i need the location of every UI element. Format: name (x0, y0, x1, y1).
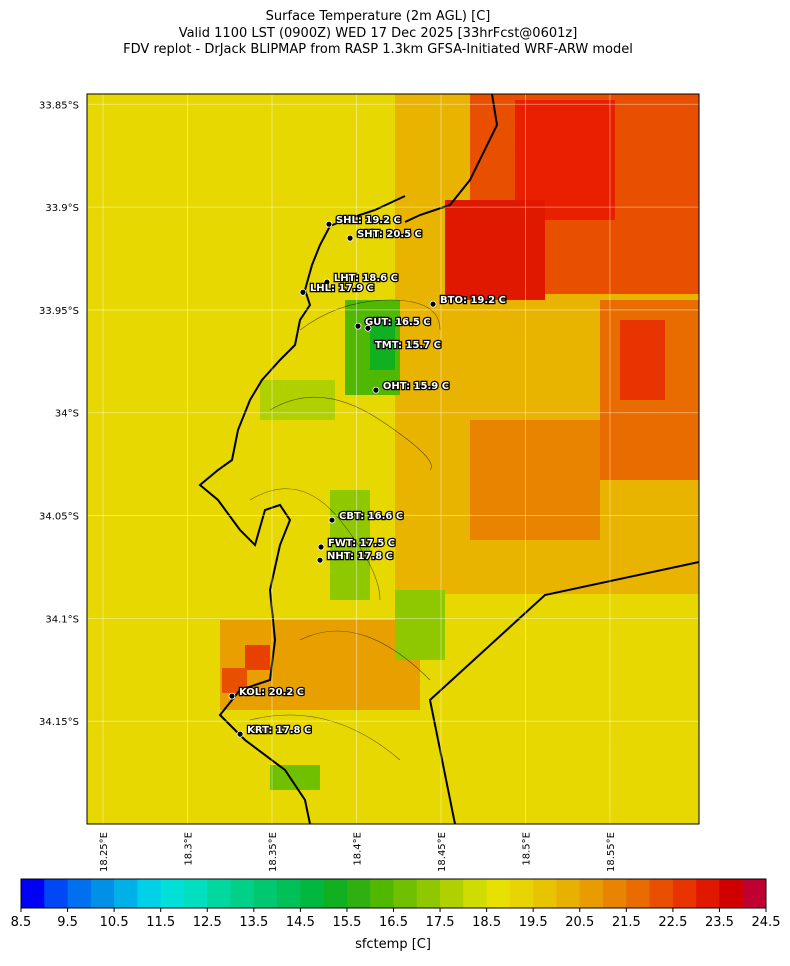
colorbar-swatch (183, 879, 208, 908)
colorbar-label: sfctemp [C] (355, 937, 431, 952)
colorbar-tick-label: 23.5 (705, 915, 734, 930)
colorbar-swatch (626, 879, 651, 908)
colorbar-swatch (393, 879, 418, 908)
colorbar-swatch (346, 879, 371, 908)
title: Surface Temperature (2m AGL) [C] (266, 9, 491, 24)
colorbar-tick-label: 16.5 (379, 915, 408, 930)
colorbar-tick-label: 10.5 (100, 915, 129, 930)
colorbar-swatch (719, 879, 744, 908)
colorbar-swatch (440, 879, 464, 908)
colorbar-swatch (300, 879, 325, 908)
colorbar-tick-label: 24.5 (752, 915, 781, 930)
colorbar-swatch (277, 879, 301, 908)
colorbar-swatch (160, 879, 185, 908)
temperature-field (87, 94, 699, 824)
colorbar-swatch (67, 879, 92, 908)
colorbar-swatch (533, 879, 557, 908)
lon-tick-label: 18.3°E (184, 832, 195, 866)
station-marker (317, 543, 325, 551)
station-label: SHT: 20.5 C (357, 229, 422, 240)
colorbar-swatch (649, 879, 674, 908)
colorbar-swatch (253, 879, 278, 908)
lon-tick-label: 18.35°E (268, 832, 279, 872)
station-marker (364, 324, 372, 332)
station-label: LHL: 17.9 C (310, 283, 374, 294)
station-marker (328, 516, 336, 524)
colorbar-swatch (742, 879, 767, 908)
station-label: OHT: 15.9 C (383, 381, 449, 392)
lat-tick-label: 33.95°S (39, 306, 79, 317)
colorbar-swatch (21, 879, 45, 908)
station-marker (236, 730, 244, 738)
colorbar-tick-label: 20.5 (565, 915, 594, 930)
colorbar-swatch (509, 879, 534, 908)
colorbar-swatch (230, 879, 255, 908)
lon-tick-label: 18.5°E (521, 832, 532, 866)
station-label: CBT: 16.6 C (339, 511, 403, 522)
colorbar-swatch (556, 879, 581, 908)
station-marker (325, 220, 333, 228)
station-marker (299, 288, 307, 296)
station-marker (316, 556, 324, 564)
colorbar-swatch (672, 879, 697, 908)
station-label: NHT: 17.8 C (327, 551, 393, 562)
lat-tick-label: 34.1°S (45, 614, 79, 625)
colorbar-swatch (114, 879, 138, 908)
lat-tick-label: 33.85°S (39, 100, 79, 111)
station-label: SHL: 19.2 C (336, 215, 401, 226)
colorbar-tick-label: 14.5 (286, 915, 315, 930)
colorbar-tick-label: 21.5 (612, 915, 641, 930)
colorbar-swatch (463, 879, 488, 908)
station-label: GUT: 16.5 C (365, 317, 431, 328)
coastline (198, 93, 700, 825)
colorbar-tick-label: 9.5 (57, 915, 78, 930)
map-frame (86, 93, 700, 825)
station-marker (228, 692, 236, 700)
colorbar-swatch (696, 879, 720, 908)
station-label: KOL: 20.2 C (239, 687, 304, 698)
lon-tick-label: 18.25°E (99, 832, 110, 872)
title: Valid 1100 LST (0900Z) WED 17 Dec 2025 [… (179, 26, 578, 41)
colorbar-swatch (579, 879, 604, 908)
colorbar-swatch (207, 879, 232, 908)
colorbar: 8.5 9.5 10.5 11.5 12.5 13.5 14.5 15.5 16.5 17.5 18… (11, 878, 781, 930)
colorbar-tick-label: 8.5 (11, 915, 32, 930)
station-label: BTO: 19.2 C (440, 295, 506, 306)
station-marker (429, 300, 437, 308)
lon-tick-label: 18.45°E (437, 832, 448, 872)
station-marker (372, 386, 380, 394)
station-label: TMT: 15.7 C (375, 340, 441, 351)
lat-tick-label: 34.15°S (39, 717, 79, 728)
lat-tick-label: 34°S (55, 409, 79, 420)
colorbar-swatch (603, 879, 627, 908)
colorbar-tick-label: 19.5 (519, 915, 548, 930)
colorbar-swatch (370, 879, 394, 908)
colorbar-swatch (416, 879, 441, 908)
lon-tick-label: 18.55°E (606, 832, 617, 872)
colorbar-tick-label: 11.5 (146, 915, 175, 930)
colorbar-tick-label: 13.5 (239, 915, 268, 930)
graticule: 18.25°E 18.3°E 18.35°E 18.4°E 18.45°E 18.5°E 1… (39, 94, 699, 872)
lon-tick-label: 18.4°E (353, 832, 364, 866)
lat-tick-label: 34.05°S (39, 512, 79, 523)
station-marker (346, 234, 354, 242)
station-marker (323, 278, 331, 286)
colorbar-tick-label: 12.5 (193, 915, 222, 930)
colorbar-tick-label: 15.5 (332, 915, 361, 930)
colorbar-swatch (44, 879, 69, 908)
station-label: KRT: 17.8 C (247, 725, 311, 736)
colorbar-swatch (137, 879, 162, 908)
colorbar-swatch (90, 879, 115, 908)
colorbar-tick-label: 17.5 (426, 915, 455, 930)
station-label: FWT: 17.5 C (328, 538, 395, 549)
colorbar-tick-label: 22.5 (658, 915, 687, 930)
lat-tick-label: 33.9°S (45, 203, 79, 214)
colorbar-tick-label: 18.5 (472, 915, 501, 930)
station-marker (354, 322, 362, 330)
station-label: LHT: 18.6 C (334, 273, 398, 284)
title: FDV replot - DrJack BLIPMAP from RASP 1.… (123, 42, 633, 57)
colorbar-swatch (486, 879, 511, 908)
colorbar-swatch (323, 879, 348, 908)
